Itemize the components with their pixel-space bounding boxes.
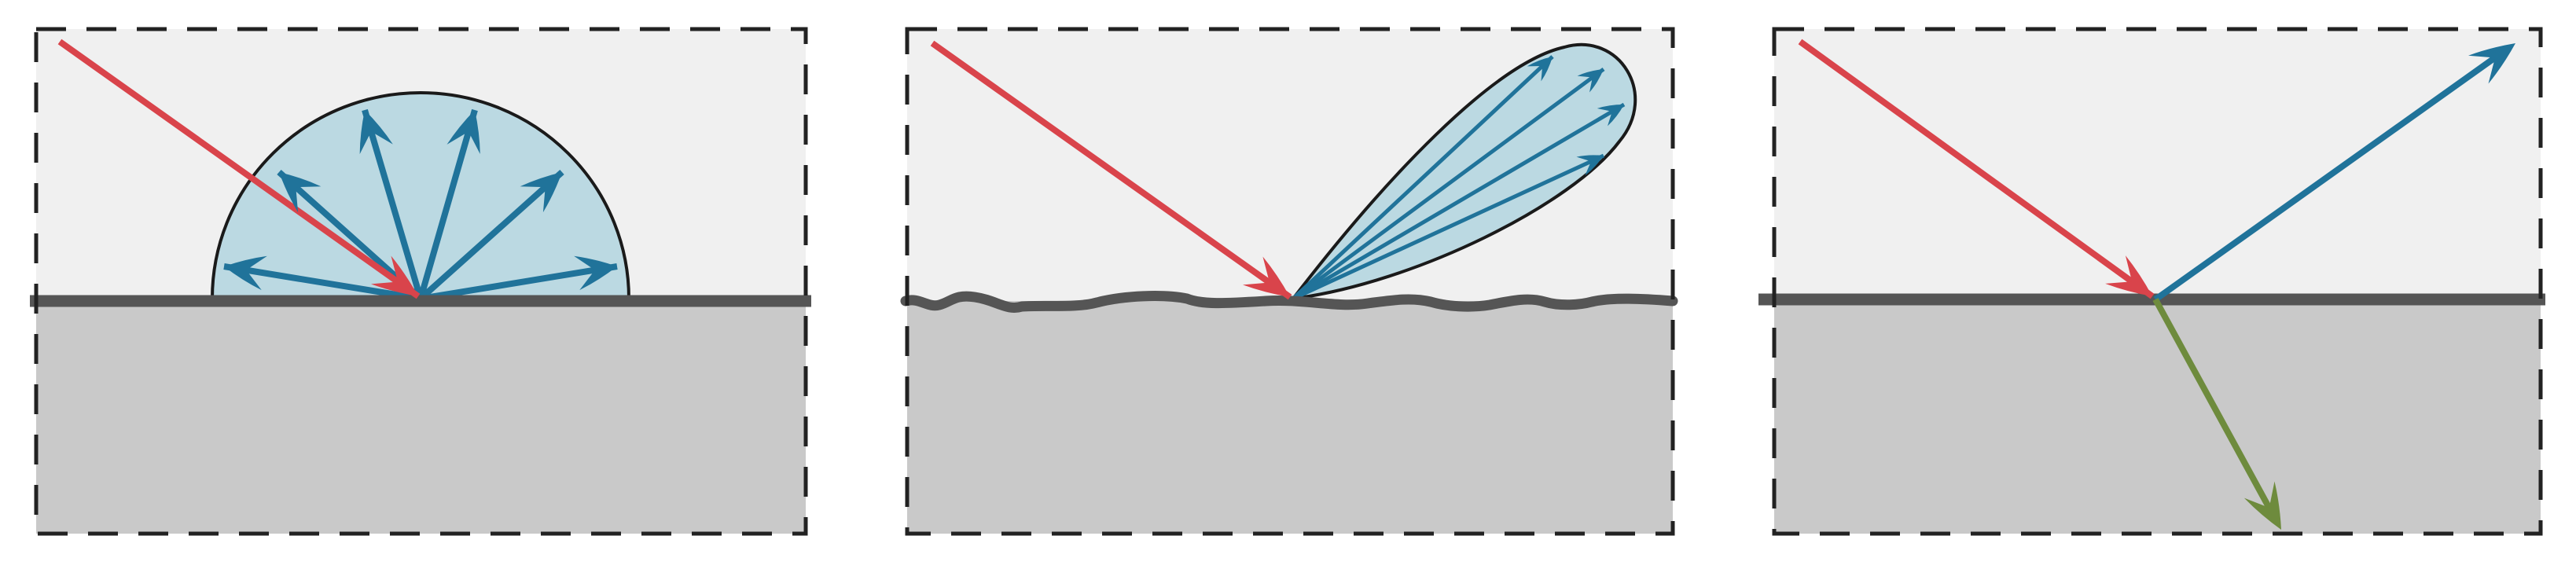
incident-ray xyxy=(57,39,421,299)
reflected-ray xyxy=(418,170,564,301)
reflected-ray-arrowhead xyxy=(224,255,267,291)
reflected-rays xyxy=(1292,55,1626,301)
reflected-ray xyxy=(417,108,478,300)
refracted-ray-arrowhead xyxy=(2243,481,2281,530)
reflected-ray xyxy=(223,263,421,302)
incident-ray xyxy=(1798,39,2155,299)
incident-ray-arrowhead xyxy=(2105,255,2152,296)
reflected-ray-arrowhead xyxy=(1597,104,1624,127)
panel-frame xyxy=(1772,27,2543,536)
reflected-ray-arrowhead xyxy=(1527,57,1553,82)
reflected-ray-arrowhead xyxy=(1577,69,1604,93)
panel-specular-refraction xyxy=(1758,27,2545,536)
reflected-ray-arrowhead xyxy=(359,110,393,155)
reflected-ray-arrowhead xyxy=(520,172,562,213)
incident-ray xyxy=(930,40,1292,300)
reflected-ray xyxy=(1292,67,1605,301)
diffuse-hemisphere-lobe xyxy=(210,91,631,300)
incident-ray-arrowhead xyxy=(370,255,418,296)
lower-medium xyxy=(907,301,1673,534)
panel-frame xyxy=(905,27,1675,536)
reflected-ray xyxy=(1292,153,1605,301)
reflected-ray xyxy=(362,108,424,300)
reflected-ray xyxy=(2153,46,2510,303)
upper-medium xyxy=(1774,29,2541,301)
reflected-ray-arrowhead xyxy=(2468,43,2515,84)
reflected-ray-arrowhead xyxy=(1576,155,1604,176)
arrowheads xyxy=(224,43,2515,530)
reflected-ray xyxy=(1292,102,1626,301)
surface-line-rough xyxy=(900,291,1678,313)
panel-diffuse-reflection xyxy=(30,27,811,536)
panel-frame xyxy=(34,27,808,536)
reflected-ray-arrowhead xyxy=(446,110,480,155)
incident-ray-arrowhead xyxy=(1242,256,1290,297)
lower-medium xyxy=(36,301,806,534)
lower-medium xyxy=(1774,301,2541,534)
reflected-ray-arrowhead xyxy=(279,172,322,213)
panel-glossy-reflection xyxy=(900,27,1678,536)
refracted-ray xyxy=(2152,298,2277,517)
reflected-ray xyxy=(1292,55,1554,300)
reflected-rays xyxy=(223,108,618,302)
reflected-ray xyxy=(420,263,618,302)
reflected-ray-arrowhead xyxy=(574,255,617,291)
